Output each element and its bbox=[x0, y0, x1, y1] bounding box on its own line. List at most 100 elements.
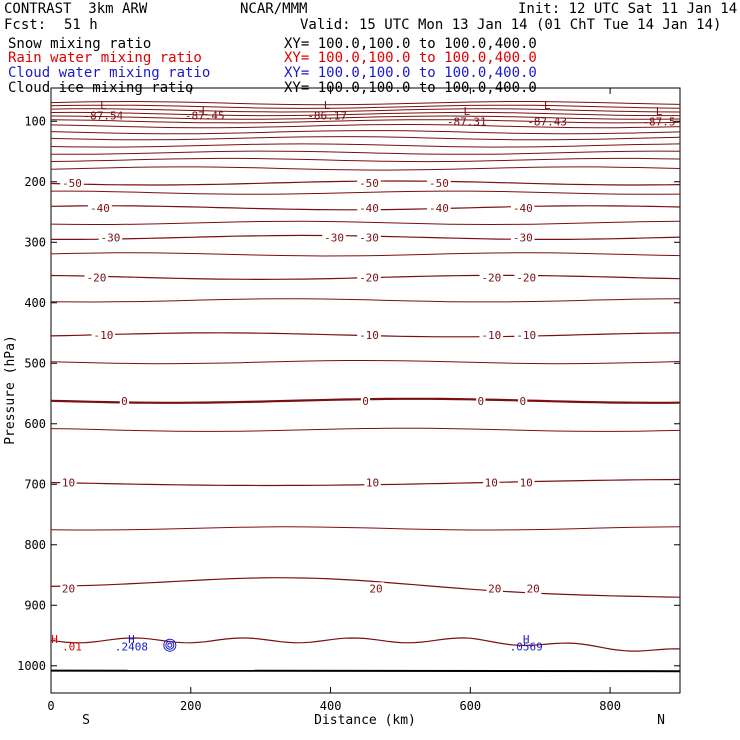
y-tick-label: 700 bbox=[24, 477, 46, 491]
isotherm-line bbox=[50, 143, 681, 148]
contour-label-bg bbox=[510, 201, 535, 214]
low-value-label: -87.45 bbox=[185, 110, 225, 123]
high-label: H bbox=[128, 633, 135, 646]
contour-label: 20 bbox=[369, 582, 382, 595]
y-tick-label: 200 bbox=[24, 175, 46, 189]
contour-label: -30 bbox=[359, 231, 379, 244]
contour-label: -10 bbox=[516, 329, 536, 342]
contour-label-bg bbox=[483, 476, 500, 489]
contour-label-bg bbox=[60, 582, 77, 595]
x-tick-label: 400 bbox=[320, 699, 342, 713]
isotherm-line bbox=[50, 166, 681, 171]
isotherm-line bbox=[50, 108, 681, 113]
y-tick-label: 500 bbox=[24, 356, 46, 370]
legend-xy-snow: XY= 100.0,100.0 to 100.0,400.0 bbox=[284, 36, 537, 52]
contour-label: -30 bbox=[324, 231, 344, 244]
contour-label-bg bbox=[357, 177, 381, 189]
contour-label-bg bbox=[514, 328, 538, 341]
low-marker: L bbox=[324, 99, 331, 112]
contour-label-bg bbox=[357, 328, 381, 341]
isotherm-line bbox=[51, 190, 681, 195]
contour-label-bg bbox=[88, 201, 112, 214]
x-axis-label: Distance (km) bbox=[314, 713, 416, 728]
low-marker: L bbox=[100, 99, 107, 112]
isotherm-line bbox=[50, 115, 681, 120]
y-tick-label: 300 bbox=[24, 235, 46, 249]
contour-label: -40 bbox=[359, 202, 379, 215]
legend-xy-rain: XY= 100.0,100.0 to 100.0,400.0 bbox=[284, 50, 537, 66]
contour-label-bg bbox=[322, 231, 346, 244]
fcst-label: Fcst: bbox=[4, 17, 47, 33]
isotherm-line bbox=[50, 427, 681, 432]
contour-label-bg bbox=[357, 231, 381, 244]
isotherm-line bbox=[50, 252, 681, 257]
contour-label: 20 bbox=[62, 582, 75, 595]
contour-label-bg bbox=[518, 394, 528, 407]
contour-label: 10 bbox=[520, 477, 533, 490]
high-label: .01 bbox=[62, 641, 82, 654]
y-tick-label: 400 bbox=[24, 296, 46, 310]
cloud-water-contour bbox=[165, 640, 175, 650]
boundary-layer-contour bbox=[50, 637, 681, 652]
init-time: Init: 12 UTC Sat 11 Jan 14 bbox=[518, 1, 738, 17]
contour-label: 0 bbox=[477, 395, 484, 408]
low-value-label: -87.31 bbox=[447, 116, 487, 129]
center-label: NCAR/MMM bbox=[240, 1, 308, 17]
contour-label: 20 bbox=[527, 582, 540, 595]
high-label: .0569 bbox=[510, 641, 543, 654]
contour-label-bg bbox=[364, 476, 381, 489]
contour-label: 10 bbox=[62, 477, 75, 490]
contour-label-bg bbox=[98, 231, 123, 244]
x-tick-label: 600 bbox=[459, 699, 481, 713]
low-value-label: -86.17 bbox=[307, 110, 347, 123]
isotherm-line bbox=[50, 100, 681, 106]
contour-label-bg bbox=[60, 476, 77, 489]
contour-label-bg bbox=[514, 271, 538, 284]
legend-name-cloud-water: Cloud water mixing ratio bbox=[8, 65, 211, 81]
isotherm-line bbox=[51, 150, 681, 155]
x-tick-label: 800 bbox=[599, 699, 621, 713]
contour-label: 0 bbox=[519, 395, 526, 408]
contour-label: -30 bbox=[513, 231, 533, 244]
contour-label: -20 bbox=[86, 271, 106, 284]
y-tick-label: 900 bbox=[24, 598, 46, 612]
low-marker: L bbox=[544, 99, 551, 112]
contour-label: -40 bbox=[90, 202, 110, 215]
valid-time: Valid: 15 UTC Mon 13 Jan 14 (01 ChT Tue … bbox=[300, 17, 722, 33]
high-label: H bbox=[51, 633, 58, 646]
contour-label-bg bbox=[486, 582, 503, 595]
contour-label-bg bbox=[427, 177, 451, 189]
contour-label: -50 bbox=[359, 177, 379, 190]
high-label: H bbox=[523, 633, 530, 646]
contour-label-bg bbox=[479, 328, 504, 341]
isotherm-line bbox=[50, 360, 681, 365]
x-end-label-left: S bbox=[82, 713, 90, 728]
legend-xy-cloud-water: XY= 100.0,100.0 to 100.0,400.0 bbox=[284, 65, 537, 81]
contour-label-bg bbox=[357, 201, 381, 214]
isotherm-line bbox=[50, 123, 681, 129]
legend-name-rain: Rain water mixing ratio bbox=[8, 50, 202, 66]
contour-label: -30 bbox=[100, 231, 120, 244]
isotherm-line bbox=[50, 111, 680, 117]
y-tick-label: 100 bbox=[24, 114, 46, 128]
contour-label-bg bbox=[60, 177, 84, 189]
contour-label: -10 bbox=[93, 329, 113, 342]
y-axis-label: Pressure (hPa) bbox=[3, 335, 18, 445]
contour-label: -20 bbox=[481, 271, 501, 284]
contour-label-bg bbox=[360, 394, 371, 407]
isotherm-line bbox=[50, 119, 681, 124]
low-marker: L bbox=[463, 105, 470, 118]
cloud-water-contour bbox=[163, 638, 177, 652]
plot-frame bbox=[50, 87, 681, 694]
contour-label: -20 bbox=[516, 271, 536, 284]
x-tick-label: 0 bbox=[47, 699, 54, 713]
contour-label: -40 bbox=[513, 202, 533, 215]
legend-name-snow: Snow mixing ratio bbox=[8, 36, 152, 52]
isotherm-line bbox=[50, 130, 681, 135]
low-value-label: -87.54 bbox=[84, 110, 124, 123]
contour-label-bg bbox=[91, 328, 116, 341]
cloud-water-contour bbox=[167, 642, 173, 648]
contour-label-bg bbox=[367, 582, 385, 595]
low-marker: L bbox=[656, 105, 663, 118]
contour-label: -50 bbox=[62, 177, 82, 190]
